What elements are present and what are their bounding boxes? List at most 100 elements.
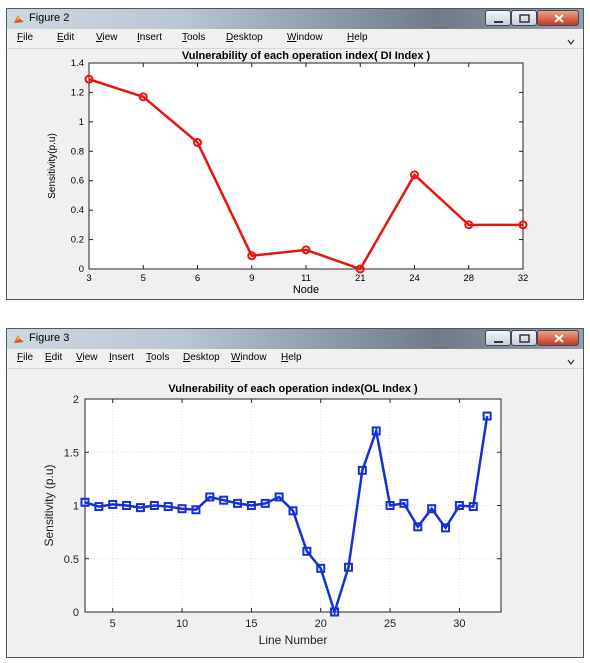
data-point bbox=[177, 504, 187, 514]
y-tick-label: 0 bbox=[73, 607, 79, 619]
data-point bbox=[301, 245, 311, 255]
di-index-chart: Vulnerability of each operation index( D… bbox=[7, 49, 583, 299]
maximize-icon bbox=[519, 14, 530, 23]
minimize-icon bbox=[494, 21, 503, 23]
data-point bbox=[399, 498, 409, 508]
close-icon bbox=[554, 14, 564, 23]
data-point bbox=[122, 501, 132, 510]
close-button[interactable] bbox=[537, 330, 579, 346]
data-point bbox=[233, 498, 243, 508]
series-line bbox=[88, 77, 523, 271]
minimize-button[interactable] bbox=[485, 10, 511, 26]
y-tick-label: 0.6 bbox=[71, 176, 84, 187]
data-point bbox=[482, 411, 492, 421]
menu-desktop[interactable]: Desktop bbox=[226, 32, 263, 43]
matlab-icon bbox=[14, 335, 24, 343]
data-point bbox=[260, 498, 270, 508]
menu-view[interactable]: View bbox=[96, 32, 118, 43]
x-tick-label: 21 bbox=[355, 273, 366, 284]
x-tick-label: 9 bbox=[249, 273, 254, 284]
data-point bbox=[316, 563, 326, 573]
data-point bbox=[413, 522, 423, 532]
menu-desktop[interactable]: Desktop bbox=[183, 352, 220, 363]
x-tick-label: 3 bbox=[86, 273, 91, 284]
matlab-icon bbox=[14, 15, 24, 23]
data-point bbox=[355, 264, 365, 274]
figure-3-window: Figure 3 File Edit View Insert Tools Des… bbox=[6, 328, 584, 658]
menu-file[interactable]: File bbox=[17, 32, 34, 43]
minimize-icon bbox=[494, 341, 503, 343]
close-icon bbox=[554, 334, 564, 343]
data-point bbox=[357, 465, 367, 475]
menu-edit[interactable]: Edit bbox=[57, 32, 75, 43]
menu-insert[interactable]: Insert bbox=[137, 32, 163, 43]
x-tick-label: 32 bbox=[518, 273, 529, 284]
title-bar[interactable]: Figure 3 bbox=[7, 329, 583, 349]
menu-view[interactable]: View bbox=[76, 352, 98, 363]
close-button[interactable] bbox=[537, 10, 579, 26]
x-tick-label: 24 bbox=[409, 273, 420, 284]
x-tick-label: 11 bbox=[301, 273, 311, 284]
data-point bbox=[427, 504, 437, 514]
data-point bbox=[274, 492, 284, 502]
y-tick-label: 0.5 bbox=[64, 554, 79, 566]
data-point bbox=[468, 502, 478, 512]
data-point bbox=[219, 495, 229, 505]
data-point bbox=[191, 505, 201, 515]
data-point bbox=[410, 170, 419, 180]
data-point bbox=[138, 92, 148, 102]
data-point bbox=[330, 607, 340, 617]
menu-window[interactable]: Window bbox=[287, 32, 323, 43]
menu-bar: File Edit View Insert Tools Desktop Wind… bbox=[7, 349, 583, 369]
menu-help[interactable]: Help bbox=[347, 32, 368, 43]
maximize-button[interactable] bbox=[511, 330, 537, 346]
y-axis-label: Sensitivity (p.u) bbox=[42, 464, 56, 546]
menu-insert[interactable]: Insert bbox=[109, 352, 135, 363]
y-tick-label: 1 bbox=[79, 117, 84, 128]
x-tick-label: 15 bbox=[245, 618, 257, 630]
data-point bbox=[108, 499, 118, 509]
title-bar[interactable]: Figure 2 bbox=[7, 9, 583, 29]
data-point bbox=[80, 497, 90, 507]
data-point bbox=[302, 546, 312, 556]
plot-area bbox=[88, 62, 524, 270]
data-point bbox=[464, 220, 474, 230]
x-tick-label: 25 bbox=[384, 618, 396, 630]
data-point bbox=[247, 251, 257, 261]
menu-file[interactable]: File bbox=[17, 352, 34, 363]
y-tick-label: 1.5 bbox=[64, 447, 79, 459]
menu-window[interactable]: Window bbox=[231, 352, 267, 363]
y-tick-label: 0 bbox=[79, 264, 84, 275]
window-title: Figure 3 bbox=[29, 332, 70, 344]
minimize-button[interactable] bbox=[485, 330, 511, 346]
window-title: Figure 2 bbox=[29, 12, 70, 24]
data-point bbox=[385, 501, 395, 510]
data-point bbox=[149, 501, 159, 510]
x-tick-label: 30 bbox=[453, 618, 465, 630]
menu-tools[interactable]: Tools bbox=[146, 352, 170, 363]
maximize-button[interactable] bbox=[511, 10, 537, 26]
data-point bbox=[454, 501, 464, 510]
x-tick-label: 28 bbox=[463, 273, 474, 284]
x-tick-label: 20 bbox=[315, 618, 327, 630]
data-point bbox=[288, 506, 298, 516]
x-axis-label: Node bbox=[293, 284, 319, 296]
data-point bbox=[135, 503, 145, 513]
y-axis-label: Sensitivity(p.u) bbox=[47, 133, 58, 199]
chart-title: Vulnerability of each operation index(OL… bbox=[168, 383, 418, 395]
dock-arrow-icon[interactable] bbox=[567, 33, 575, 51]
maximize-icon bbox=[519, 334, 530, 343]
data-point bbox=[371, 426, 381, 436]
data-point bbox=[163, 502, 173, 512]
menu-edit[interactable]: Edit bbox=[45, 352, 63, 363]
y-tick-label: 0.8 bbox=[71, 146, 84, 157]
figure-2-window: Figure 2 File Edit View Insert Tools Des… bbox=[6, 8, 584, 300]
ol-index-chart: Vulnerability of each operation index(OL… bbox=[7, 369, 583, 657]
dock-arrow-icon[interactable] bbox=[567, 353, 575, 371]
y-tick-label: 1.4 bbox=[71, 58, 84, 69]
x-axis-label: Line Number bbox=[259, 633, 328, 647]
menu-help[interactable]: Help bbox=[281, 352, 302, 363]
menu-tools[interactable]: Tools bbox=[182, 32, 206, 43]
x-tick-label: 6 bbox=[195, 273, 200, 284]
data-point bbox=[193, 137, 202, 147]
